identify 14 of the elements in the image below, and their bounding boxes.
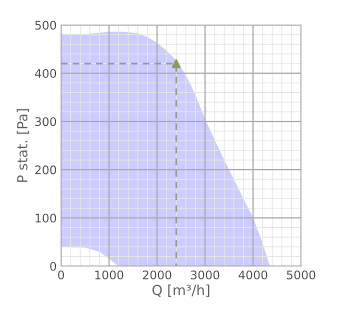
x-tick-label: 5000 — [286, 270, 316, 280]
y-tick-label: 500 — [35, 20, 56, 30]
x-tick-label: 0 — [58, 270, 64, 280]
y-tick-label: 0 — [50, 262, 56, 271]
x-tick-label: 3000 — [190, 270, 220, 280]
x-axis-title: Q [m³/h] — [152, 284, 210, 297]
y-tick-label: 400 — [34, 68, 56, 78]
y-tick-label: 200 — [35, 165, 56, 174]
x-tick-label: 1000 — [95, 270, 124, 280]
y-tick-label: 300 — [35, 117, 56, 126]
y-axis-title: P stat. [Pa] — [16, 109, 30, 182]
x-tick-label: 2000 — [142, 270, 172, 280]
x-tick-label: 4000 — [238, 270, 268, 280]
y-tick-label: 100 — [36, 214, 56, 223]
